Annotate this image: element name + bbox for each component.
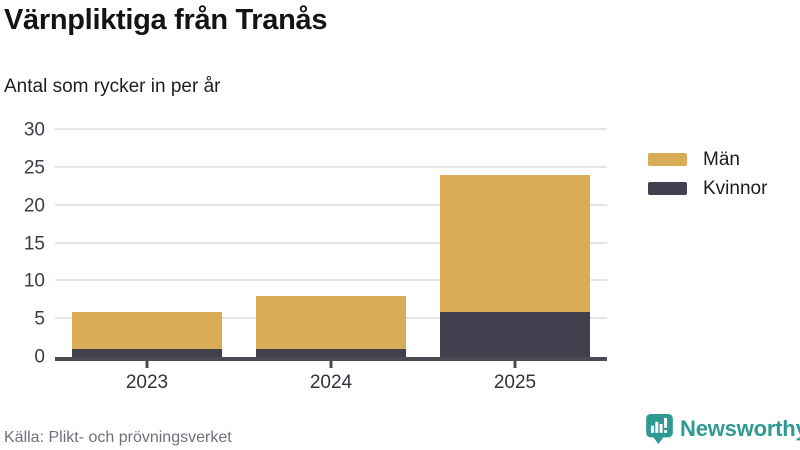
y-tick-label: 5: [34, 308, 45, 330]
gridline: [55, 279, 607, 282]
bar-2024: [256, 130, 406, 357]
bar-slot: [423, 130, 607, 357]
y-tick-label: 25: [23, 157, 45, 179]
legend-label: Kvinnor: [703, 178, 768, 199]
gridline: [55, 241, 607, 244]
bar-segment-kvinnor: [440, 311, 590, 357]
chart-subtitle: Antal som rycker in per år: [4, 76, 221, 97]
legend-label: Män: [703, 149, 740, 170]
bar-segment-män: [256, 296, 406, 350]
bar-segment-kvinnor: [256, 349, 406, 357]
y-tick-label: 0: [34, 346, 45, 368]
x-axis-labels: 2023 2024 2025: [55, 361, 607, 395]
bar-slot: [239, 130, 423, 357]
chart-title: Värnpliktiga från Tranås: [4, 4, 328, 36]
bars-container: [55, 130, 607, 357]
bar-segment-män: [440, 175, 590, 312]
gridline: [55, 128, 607, 130]
newsworthy-logo: Newsworthy: [646, 414, 800, 444]
legend-item-kvinnor: Kvinnor: [648, 179, 767, 198]
y-tick-label: 15: [23, 233, 45, 254]
x-tick-mark: [329, 361, 333, 368]
x-tick-label: 2024: [239, 361, 423, 395]
x-tick-mark: [513, 361, 517, 368]
newsworthy-logo-text: Newsworthy: [680, 416, 800, 441]
legend-swatch: [648, 182, 687, 195]
bar-segment-män: [72, 311, 222, 350]
plot-area: [55, 128, 607, 361]
y-tick-label: 10: [23, 270, 45, 292]
gridline: [55, 165, 607, 168]
source-note: Källa: Plikt- och prövningsverket: [4, 429, 232, 446]
bar-2023: [72, 130, 222, 357]
newsworthy-logo-icon: [646, 414, 673, 444]
y-tick-label: 30: [23, 119, 45, 141]
legend-swatch: [648, 153, 687, 166]
legend-item-män: Män: [648, 150, 767, 169]
gridline: [55, 203, 607, 206]
x-tick-mark: [145, 361, 149, 368]
bar-2025: [440, 130, 590, 357]
y-tick-label: 20: [23, 195, 45, 217]
legend: Män Kvinnor: [648, 150, 767, 198]
bar-slot: [55, 130, 239, 357]
bar-segment-kvinnor: [72, 349, 222, 357]
y-axis-labels: 0 5 10 15 20 25 30: [0, 121, 45, 367]
x-tick-label: 2025: [423, 361, 607, 395]
x-tick-label: 2023: [55, 361, 239, 395]
